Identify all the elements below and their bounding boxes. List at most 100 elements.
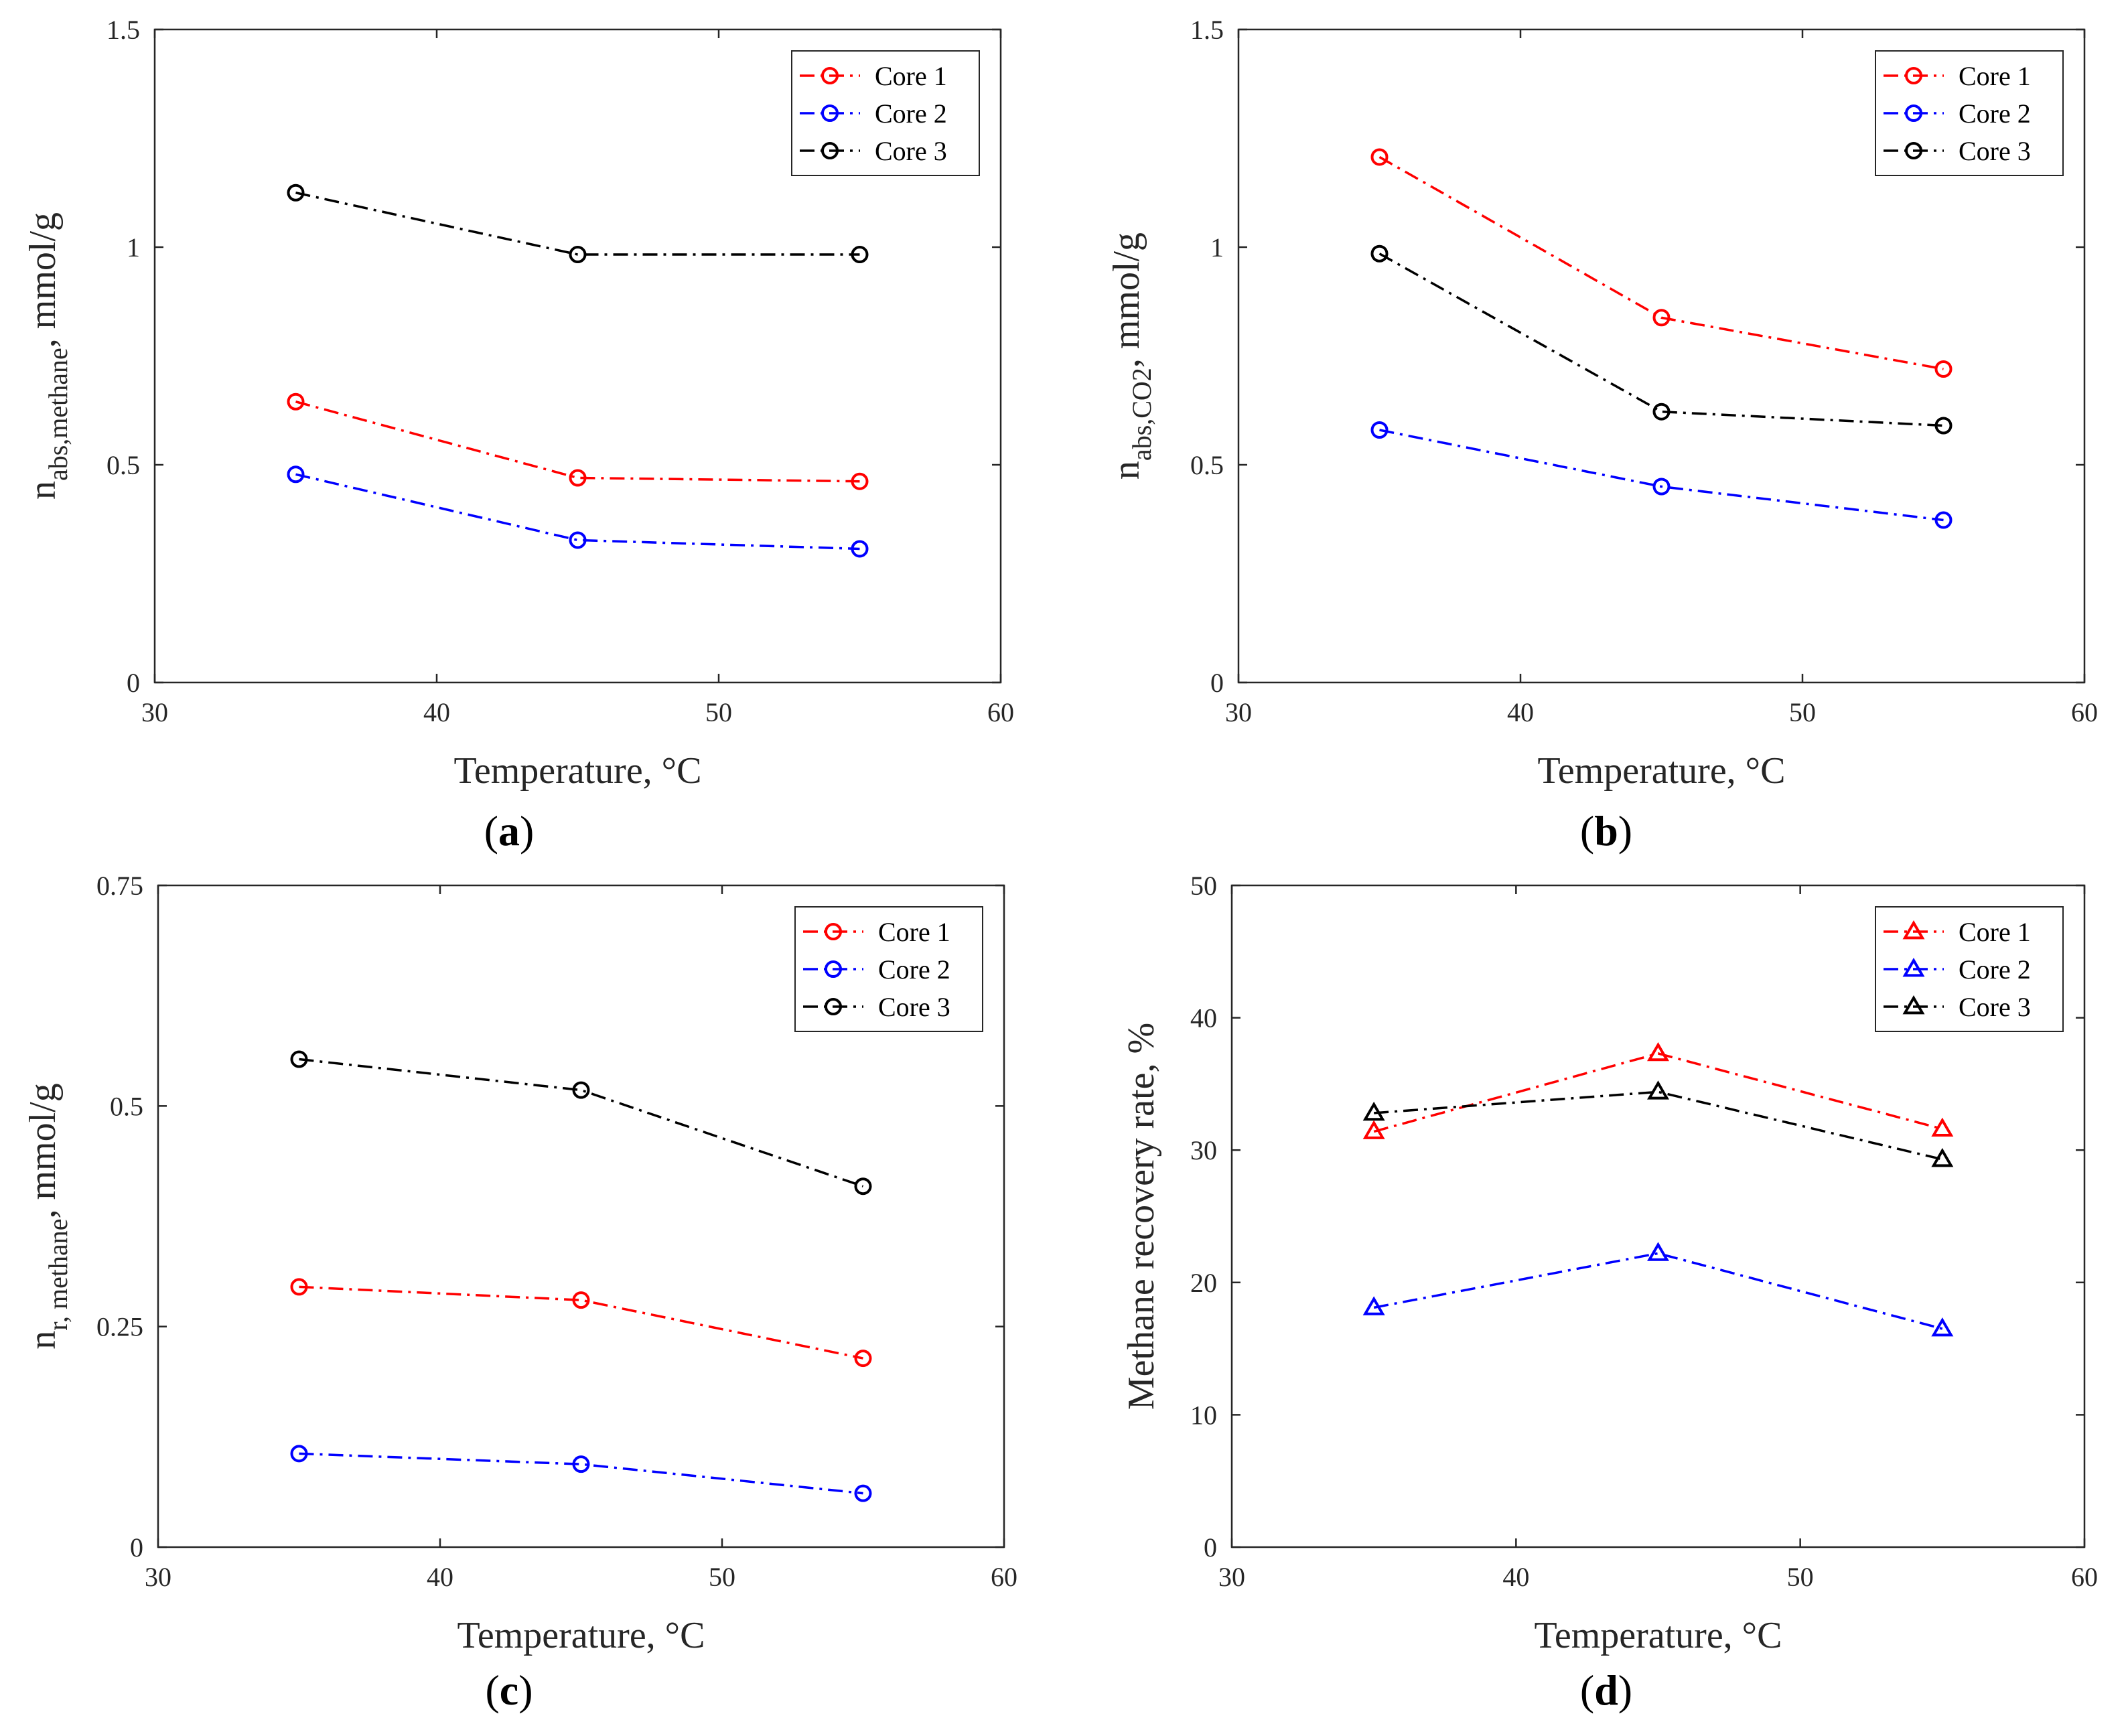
y-tick-label: 0 <box>1210 668 1224 698</box>
data-point-marker <box>854 1350 872 1368</box>
x-tick-label: 30 <box>141 697 168 727</box>
panel-label: (d) <box>1580 1666 1632 1714</box>
y-axis-label-main: n <box>22 481 64 500</box>
series-core-2 <box>1370 421 1953 529</box>
series-core-2 <box>287 465 869 558</box>
data-point-marker <box>1370 148 1389 166</box>
legend-entry-label: Core 2 <box>878 954 950 985</box>
panel-label-part: d <box>1594 1666 1618 1714</box>
y-tick-label: 40 <box>1190 1003 1217 1033</box>
y-axis-label: nr, methane, mmol/g <box>22 1083 73 1349</box>
data-point-marker <box>1370 244 1389 263</box>
y-axis-label: nabs,methane, mmol/g <box>22 212 73 500</box>
legend-entry-label: Core 3 <box>1959 136 2031 166</box>
panel-b: 30 40 50 60 0 0.5 1 1.5 Temperature, °C nabs,CO2,… <box>1106 15 2098 855</box>
x-axis-label: Temperature, °C <box>1535 1615 1782 1656</box>
data-point-marker <box>287 392 305 411</box>
legend: Core 1 Core 2 Core 3 <box>791 50 980 176</box>
legend-entry-label: Core 3 <box>878 992 950 1022</box>
panel-label-part: ) <box>1618 807 1632 855</box>
series-line <box>299 1285 863 1360</box>
x-tick-label: 40 <box>1502 1562 1529 1592</box>
x-tick-label: 40 <box>423 697 450 727</box>
legend-entry-label: Core 2 <box>1959 954 2031 985</box>
y-axis-label-subscript: abs,methane <box>43 348 73 481</box>
legend-entry-label: Core 1 <box>875 61 947 91</box>
y-tick-label: 1.5 <box>107 15 140 45</box>
data-point-marker <box>572 1081 590 1099</box>
data-point-marker <box>1362 1296 1385 1315</box>
data-point-marker <box>290 1445 308 1463</box>
legend-marker <box>1902 958 1925 977</box>
y-tick-label: 50 <box>1190 871 1217 901</box>
y-axis-label-unit: , mmol/g <box>22 212 64 348</box>
legend-marker <box>825 960 842 978</box>
y-tick-label: 20 <box>1190 1268 1217 1298</box>
data-point-marker <box>1934 511 1953 529</box>
x-axis-label: Temperature, °C <box>457 1615 705 1656</box>
x-tick-label: 40 <box>1507 697 1534 727</box>
plot-area-frame <box>1230 884 2086 1548</box>
data-point-marker <box>851 246 869 264</box>
legend-marker <box>1902 995 1925 1015</box>
series-core-1 <box>290 1278 872 1368</box>
panel-label-part: c <box>500 1666 518 1714</box>
data-point-marker <box>1647 1041 1669 1062</box>
x-tick-label: 50 <box>705 697 732 727</box>
plot-area-frame <box>153 28 1002 684</box>
series-core-3 <box>1362 1080 1954 1167</box>
series-core-2 <box>1362 1242 1954 1337</box>
panel-label-part: ) <box>520 807 534 855</box>
series-line <box>1378 252 1944 427</box>
y-tick-label: 1 <box>127 232 140 263</box>
series-line <box>1373 1252 1943 1330</box>
x-tick-label: 60 <box>987 697 1014 727</box>
series-line <box>1378 155 1944 370</box>
legend-entry-label: Core 2 <box>1959 98 2031 129</box>
data-point-marker <box>572 1455 590 1473</box>
panel-label: (b) <box>1580 807 1632 855</box>
panel-label-part: ) <box>518 1666 533 1714</box>
series-line <box>1373 1052 1943 1133</box>
legend-entry-label: Core 1 <box>878 917 950 947</box>
series-line <box>295 401 860 483</box>
x-tick-label: 30 <box>1218 1562 1245 1592</box>
legend-marker <box>825 998 842 1015</box>
data-point-marker <box>1931 1117 1954 1137</box>
y-axis-label-main: n <box>1106 461 1147 480</box>
series-line <box>295 473 860 551</box>
y-tick-label: 0.5 <box>1190 450 1224 480</box>
panel-label-part: ( <box>1580 1666 1594 1714</box>
data-point-marker <box>1652 309 1671 327</box>
plot-area-frame <box>1237 28 2086 684</box>
data-point-marker <box>1362 1120 1385 1139</box>
data-point-marker <box>1652 478 1671 496</box>
y-tick-label: 10 <box>1190 1400 1217 1430</box>
y-axis-label-subscript: abs,CO2 <box>1127 368 1157 461</box>
x-axis-label: Temperature, °C <box>454 750 702 792</box>
y-tick-label: 0.75 <box>96 871 143 901</box>
x-tick-label: 50 <box>1787 1562 1814 1592</box>
x-tick-label: 50 <box>1789 697 1816 727</box>
data-point-marker <box>854 1177 872 1196</box>
legend-entry-label: Core 3 <box>875 136 947 166</box>
data-point-marker <box>290 1050 308 1068</box>
x-tick-label: 60 <box>991 1562 1017 1592</box>
data-point-marker <box>1931 1317 1954 1337</box>
x-tick-label: 40 <box>427 1562 453 1592</box>
legend: Core 1 Core 2 Core 3 <box>1875 50 2064 176</box>
legend-marker <box>1905 67 1922 84</box>
series-line <box>1379 429 1944 522</box>
x-tick-label: 30 <box>1225 697 1252 727</box>
x-tick-label: 60 <box>2071 1562 2098 1592</box>
series-core-1 <box>1362 1041 1954 1139</box>
panel-label: (a) <box>484 807 535 855</box>
legend-entry-label: Core 3 <box>1959 992 2031 1022</box>
panel-a: 30 40 50 60 0 0.5 1 1.5 Temperature, °C nabs,meth… <box>22 15 1014 855</box>
data-point-marker <box>1647 1242 1669 1261</box>
data-point-marker <box>1934 417 1953 435</box>
data-point-marker <box>1647 1080 1669 1100</box>
y-tick-label: 0.5 <box>110 1091 143 1121</box>
series-core-1 <box>1370 148 1953 378</box>
